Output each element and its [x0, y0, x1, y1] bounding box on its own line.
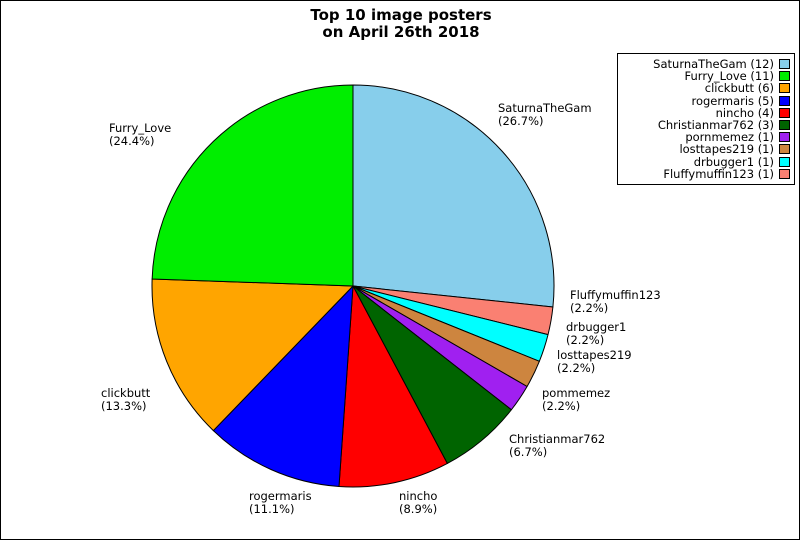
pie-slice-group [151, 84, 555, 488]
legend-item[interactable]: rogermaris (5) [622, 93, 790, 108]
legend-item-label: clickbutt (6) [704, 81, 774, 96]
legend-item-label: SaturnaTheGam (12) [653, 57, 774, 71]
legend-color-swatch [779, 95, 790, 106]
chart-title: Top 10 image posters on April 26th 2018 [310, 6, 492, 41]
legend-item-label: Fluffymuffin123 (1) [663, 166, 774, 181]
legend-item-label: nincho (4) [715, 105, 774, 120]
pie-label-drbugger1: drbugger1 (2.2%) [566, 320, 627, 347]
legend-item-label: Christianmar762 (3) [657, 117, 774, 132]
pie-slice-saturnathegam[interactable] [352, 84, 555, 308]
pie-label-saturnathegam: SaturnaTheGam (26.7%) [498, 101, 592, 128]
legend-item[interactable]: losttapes219 (1) [622, 142, 790, 157]
legend-item[interactable]: Fluffymuffin123 (1) [622, 166, 790, 181]
pie-slice-furry_love[interactable] [151, 84, 354, 287]
legend-color-swatch [779, 144, 790, 155]
legend-item-label: drbugger1 (1) [693, 154, 774, 169]
legend-color-swatch [779, 83, 790, 94]
legend-color-swatch [779, 71, 790, 82]
legend-item[interactable]: Furry_Love (11) [622, 70, 790, 82]
legend-color-swatch [779, 132, 790, 143]
legend-item[interactable]: SaturnaTheGam (12) [622, 58, 790, 70]
legend-item[interactable]: Christianmar762 (3) [622, 119, 790, 131]
pie-label-clickbutt: clickbutt (13.3%) [101, 386, 151, 413]
legend-color-swatch [779, 59, 790, 70]
legend-color-swatch [779, 168, 790, 179]
pie-slice-nincho[interactable] [338, 285, 448, 488]
pie-slice-clickbutt[interactable] [151, 278, 354, 432]
legend-color-swatch [779, 120, 790, 131]
pie-label-pommemez: pommemez (2.2%) [542, 386, 611, 413]
pie-slice-rogermaris[interactable] [212, 285, 354, 488]
legend-item[interactable]: nincho (4) [622, 107, 790, 119]
pie-label-losttapes219: losttapes219 (2.2%) [557, 348, 632, 375]
legend-color-swatch [779, 156, 790, 167]
legend-item-label: losttapes219 (1) [679, 142, 774, 157]
pie-label-nincho: nincho (8.9%) [399, 489, 438, 516]
legend-item-label: Furry_Love (11) [684, 69, 774, 84]
pie-label-christianmar762: Christianmar762 (6.7%) [509, 432, 606, 459]
chart-legend: SaturnaTheGam (12) Furry_Love (11) clickbu… [617, 53, 795, 185]
pie-label-furry-love: Furry_Love (24.4%) [109, 121, 172, 148]
legend-item-label: rogermaris (5) [691, 93, 774, 108]
legend-item[interactable]: pornmemez (1) [622, 131, 790, 143]
legend-item[interactable]: clickbutt (6) [622, 81, 790, 96]
pie-label-fluffymuffin123: Fluffymuffin123 (2.2%) [570, 288, 661, 315]
pie-label-rogermaris: rogermaris (11.1%) [249, 489, 312, 516]
legend-item-label: pornmemez (1) [685, 130, 774, 145]
legend-color-swatch [779, 107, 790, 118]
legend-item[interactable]: drbugger1 (1) [622, 154, 790, 169]
